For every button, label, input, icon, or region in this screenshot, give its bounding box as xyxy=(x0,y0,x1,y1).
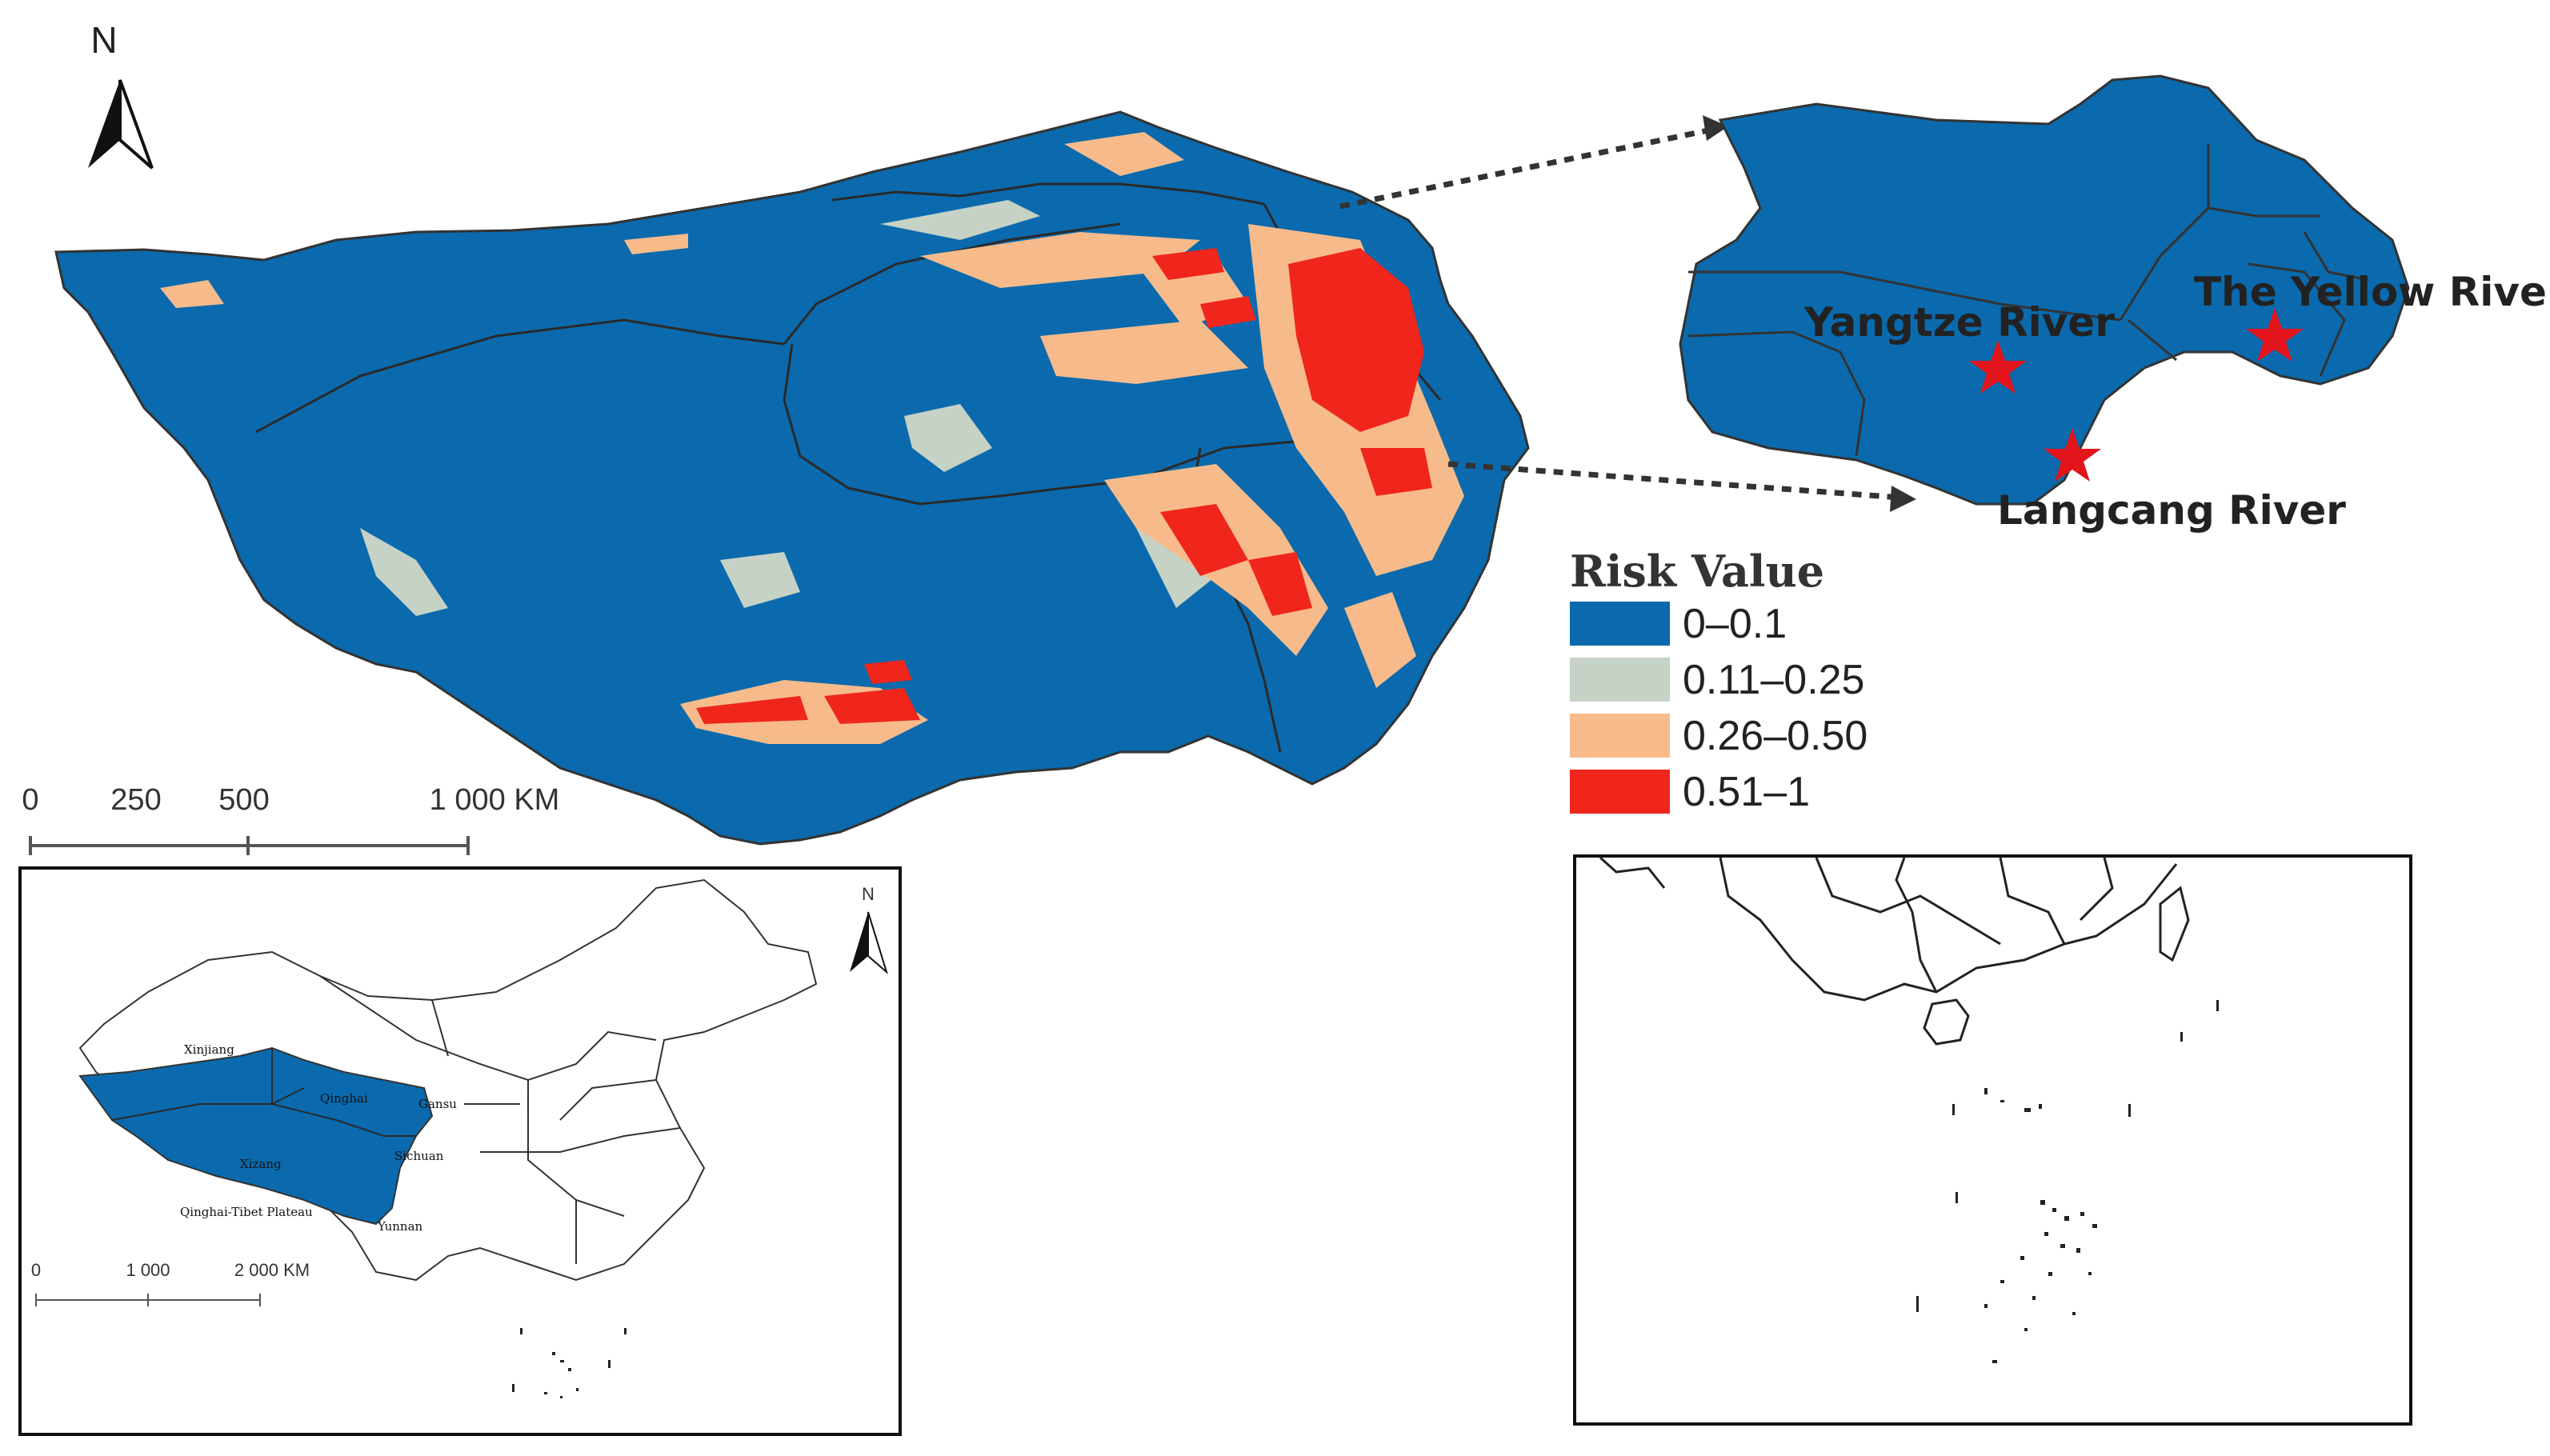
inset-islands xyxy=(512,1328,626,1398)
province-xizang: Xizang xyxy=(240,1157,282,1171)
arrow-head-bottom-icon xyxy=(1890,486,1916,512)
legend-swatch-3 xyxy=(1570,770,1670,814)
scale-tick-0: 0 xyxy=(22,783,38,817)
inset-scale-tick-0: 0 xyxy=(31,1260,41,1280)
label-yellow-river: The Yellow River xyxy=(2194,269,2550,315)
province-qinghai: Qinghai xyxy=(320,1091,368,1106)
scale-tick-250: 250 xyxy=(110,783,161,817)
inset-north-label: N xyxy=(862,884,875,904)
sea-islands xyxy=(1916,1000,2219,1363)
legend-title: Risk Value xyxy=(1570,546,1824,597)
risk-patches-high xyxy=(696,248,1432,724)
scale-tick-1000: 1 000 KM xyxy=(430,783,560,817)
province-sichuan: Sichuan xyxy=(394,1149,444,1163)
legend-label-2: 0.26–0.50 xyxy=(1683,713,1867,759)
province-gansu: Gansu xyxy=(418,1097,457,1111)
legend-label-0: 0–0.1 xyxy=(1683,601,1787,647)
scale-tick-500: 500 xyxy=(218,783,269,817)
inset-scale-tick-2000: 2 000 KM xyxy=(234,1260,310,1280)
legend-swatch-2 xyxy=(1570,714,1670,758)
inset-scale-tick-1000: 1 000 xyxy=(126,1260,170,1280)
star-langcang-icon xyxy=(2044,428,2101,482)
main-scale-bar: 0 250 500 1 000 KM xyxy=(22,783,559,855)
legend-swatch-0 xyxy=(1570,602,1670,646)
river-source-stars xyxy=(1969,308,2304,482)
callout-arrows xyxy=(1339,126,1901,501)
plateau-label: Qinghai-Tibet Plateau xyxy=(180,1205,313,1219)
label-yangtze-river: Yangtze River xyxy=(1803,299,2115,346)
arrow-head-top-icon xyxy=(1703,115,1728,141)
qinghai-inset-map: Yangtze River The Yellow River Langcang … xyxy=(1679,74,2550,534)
legend-label-1: 0.11–0.25 xyxy=(1683,657,1864,703)
star-yellow-river-icon xyxy=(2246,308,2304,362)
inset-scale-bar: 0 1 000 2 000 KM xyxy=(31,1260,310,1306)
china-inset-map: Xinjiang Qinghai Gansu Xizang Sichuan Qi… xyxy=(18,866,902,1436)
inset-north-arrow-icon: N xyxy=(850,884,888,975)
label-langcang-river: Langcang River xyxy=(1997,487,2346,534)
legend-label-3: 0.51–1 xyxy=(1683,769,1810,815)
south-china-sea-inset xyxy=(1573,854,2412,1426)
province-yunnan: Yunnan xyxy=(377,1219,423,1234)
legend: Risk Value 0–0.1 0.11–0.25 0.26–0.50 0.5… xyxy=(1570,546,1867,815)
north-arrow-icon: N xyxy=(88,19,154,170)
star-yangtze-icon xyxy=(1969,340,2027,394)
plateau-main-map xyxy=(54,110,1530,846)
legend-swatch-1 xyxy=(1570,658,1670,702)
inset-plateau-shape xyxy=(78,1046,434,1226)
province-xinjiang: Xinjiang xyxy=(184,1042,234,1057)
north-label: N xyxy=(90,19,117,61)
